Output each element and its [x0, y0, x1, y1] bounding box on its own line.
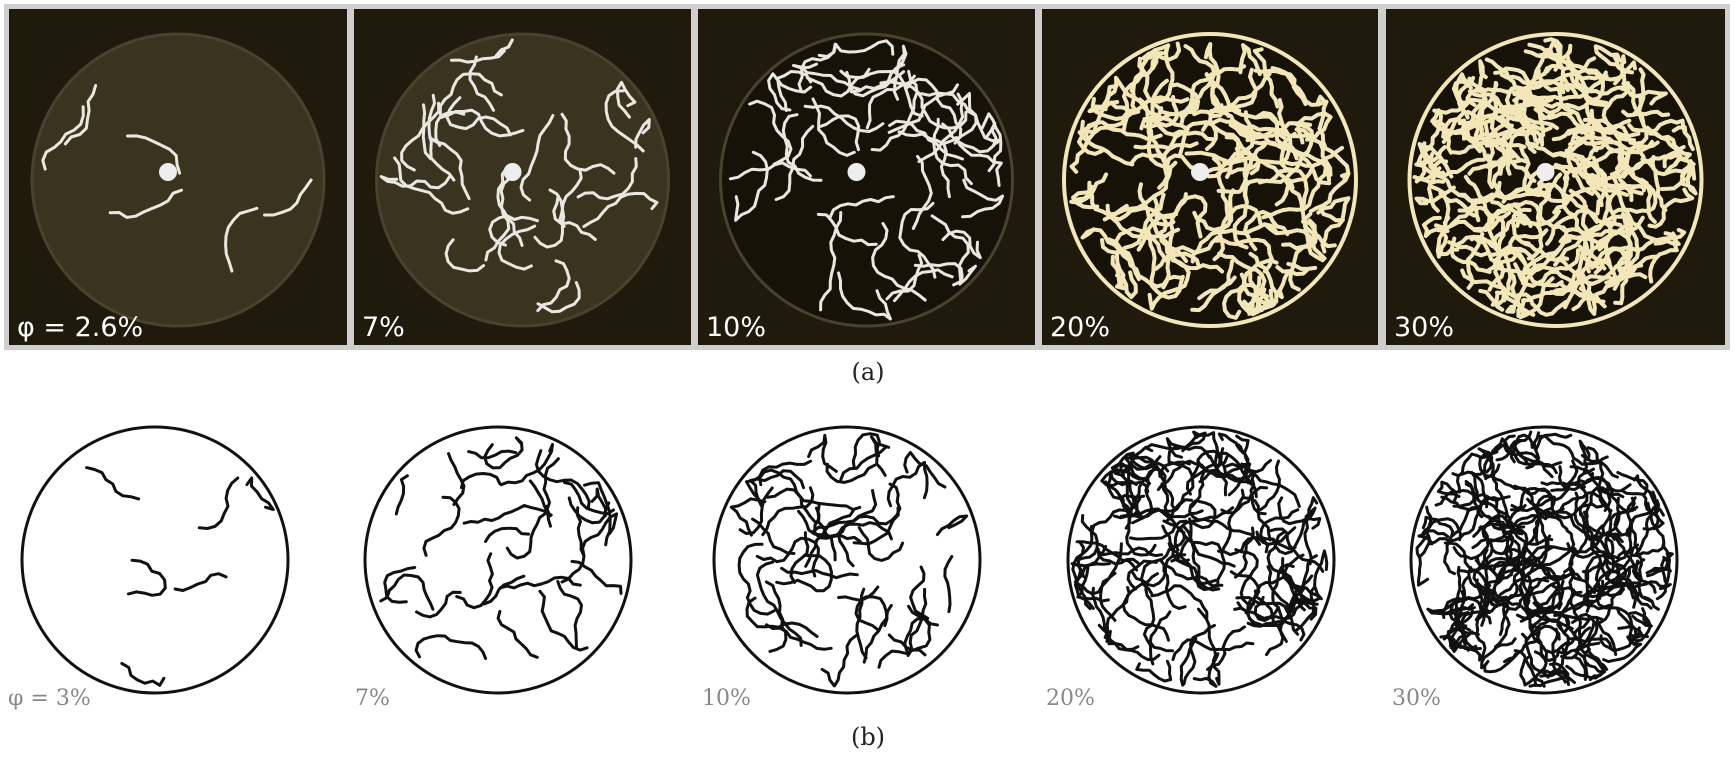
- photo-label: 20%: [1050, 312, 1110, 343]
- caption-a: (a): [851, 358, 884, 386]
- sim-label: 7%: [355, 686, 390, 711]
- sim-disk: [22, 427, 288, 693]
- inlet: [1191, 163, 1209, 181]
- sim-label: 30%: [1392, 686, 1441, 711]
- cell-disk: [32, 34, 324, 326]
- caption-b: (b): [851, 723, 885, 751]
- inlet: [504, 163, 522, 181]
- photo-label: φ = 2.6%: [17, 312, 143, 343]
- sim-label: 20%: [1046, 686, 1095, 711]
- inlet: [159, 163, 177, 181]
- inlet: [1537, 163, 1555, 181]
- photo-label: 30%: [1394, 312, 1454, 343]
- figure: φ = 2.6% 7% 10% 20% 30% φ = 3% 7% 10% 20% 30% (a…: [0, 0, 1736, 760]
- photo-row: φ = 2.6% 7% 10% 20% 30%: [9, 9, 1725, 345]
- sim-label: φ = 3%: [8, 686, 91, 711]
- sim-label: 10%: [702, 686, 751, 711]
- inlet: [848, 163, 866, 181]
- photo-label: 10%: [706, 312, 766, 343]
- drawing-row: φ = 3% 7% 10% 20% 30%: [8, 427, 1677, 711]
- photo-label: 7%: [362, 312, 405, 343]
